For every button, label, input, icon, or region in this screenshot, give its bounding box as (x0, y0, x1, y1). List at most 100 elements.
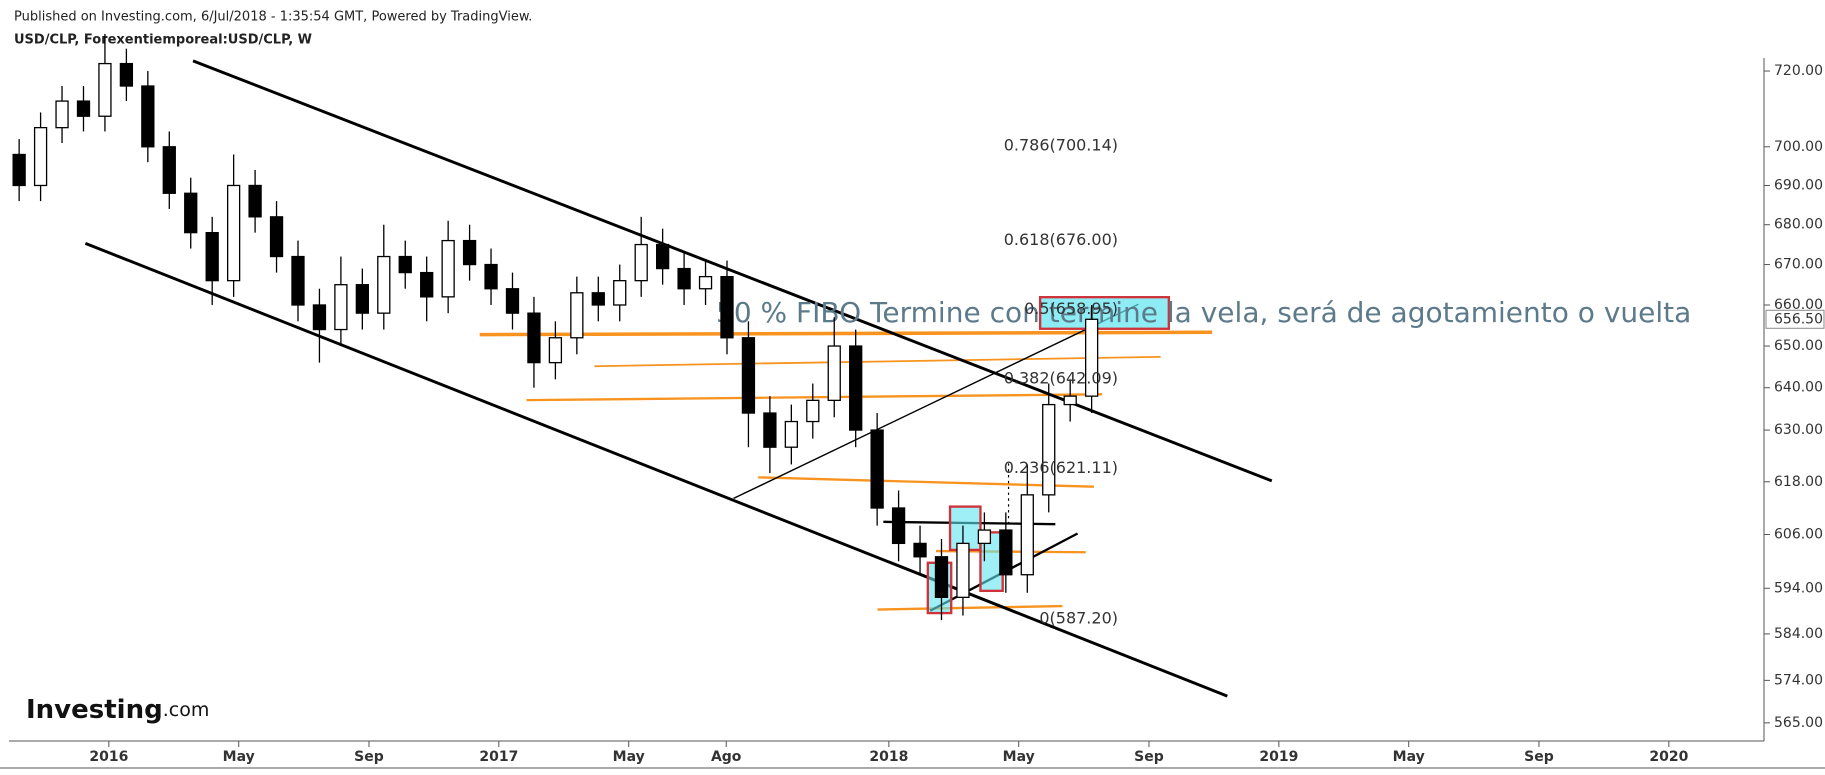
candle-body (334, 284, 348, 331)
candle-body (1063, 395, 1077, 406)
candle-body (205, 231, 219, 282)
annotation: 50 % FIBO Termine con termine la vela, s… (716, 296, 1691, 329)
candle-body (784, 420, 798, 448)
drawings (84, 59, 1273, 698)
candle-body (570, 292, 584, 339)
candle-body (1020, 494, 1034, 576)
last-price-label: 656.50 (1774, 311, 1823, 327)
level-line (877, 604, 1063, 611)
trend-line (84, 242, 1228, 698)
candle-body (377, 255, 391, 314)
fib-label: 0.382(642.09) (1004, 368, 1118, 387)
candle-body (1084, 318, 1099, 397)
candle-body (355, 284, 369, 314)
x-tick-label: May (613, 749, 645, 765)
level-line (526, 393, 1103, 402)
y-tick-label: 690.00 (1774, 177, 1823, 193)
candle-body (441, 239, 455, 298)
candle-body (934, 556, 949, 598)
candle-body (248, 184, 262, 218)
candle-body (484, 263, 498, 290)
candle-body (634, 243, 648, 282)
candle-body (613, 280, 627, 306)
y-tick-label: 630.00 (1774, 422, 1823, 438)
trend-line (733, 303, 1139, 500)
candle-body (55, 100, 69, 129)
logo-brand: Investing (26, 695, 163, 725)
candle-body (269, 216, 284, 258)
candle-body (763, 412, 777, 448)
level-line (758, 476, 1094, 488)
published-note: Published on Investing.com, 6/Jul/2018 -… (14, 10, 532, 25)
symbol-title: USD/CLP, Forexentiemporeal:USD/CLP, W (14, 33, 312, 48)
x-tick-label: 2018 (869, 749, 908, 765)
level-line (594, 355, 1161, 368)
candle-body (720, 275, 734, 339)
x-tick-label: 2019 (1259, 749, 1298, 765)
candle-body (977, 529, 992, 545)
y-tick-label: 720.00 (1774, 63, 1823, 79)
y-tick-label: 660.00 (1774, 297, 1823, 313)
candle-body (312, 304, 327, 331)
candle-body (505, 288, 520, 314)
candle-body (162, 146, 176, 194)
x-tick-label: May (223, 749, 255, 765)
candle-body (698, 275, 713, 290)
candle-body (913, 542, 927, 558)
candle-body (98, 62, 112, 117)
y-tick-label: 650.00 (1774, 338, 1823, 354)
y-tick-label: 640.00 (1774, 380, 1823, 396)
x-tick-label: 2017 (479, 749, 518, 765)
candle-body (655, 243, 670, 270)
candle-body (849, 345, 863, 431)
candle-body (999, 529, 1013, 576)
candle-body (12, 153, 26, 187)
candle-body (141, 85, 155, 148)
x-tick-label: 2020 (1649, 749, 1688, 765)
x-tick-label: May (1393, 749, 1425, 765)
candle-body (870, 429, 884, 509)
logo-suffix: .com (163, 699, 210, 721)
x-tick-label: Ago (711, 749, 742, 765)
candle-body (1042, 403, 1056, 496)
logo: Investing.com (26, 695, 209, 725)
candle-body (119, 62, 134, 87)
y-tick-label: 565.00 (1774, 715, 1823, 731)
candle-body (956, 542, 970, 598)
candle-body (33, 126, 48, 187)
candle-body (226, 184, 241, 282)
fib-label: 0.786(700.14) (1004, 136, 1118, 155)
y-tick-label: 618.00 (1774, 474, 1823, 490)
fib-label: 0.5(658.95) (1024, 299, 1118, 318)
fib-label: 0.236(621.11) (1004, 458, 1118, 477)
candle-body (891, 507, 906, 545)
last-price-tag (1765, 309, 1825, 329)
y-tick-label: 574.00 (1774, 672, 1823, 688)
y-tick-label: 670.00 (1774, 257, 1823, 273)
candle-body (184, 192, 198, 234)
candle-body (76, 100, 91, 117)
candle-body (462, 239, 477, 266)
y-tick-label: 680.00 (1774, 217, 1823, 233)
y-tick-label: 606.00 (1774, 526, 1823, 542)
candle-body (420, 271, 434, 298)
candle-body (527, 312, 541, 364)
trend-line (192, 59, 1273, 483)
fib-label: 0.618(676.00) (1004, 230, 1118, 249)
level-line (479, 330, 1213, 337)
candle-body (827, 345, 841, 402)
x-tick-label: May (1003, 749, 1035, 765)
candle-body (291, 255, 305, 306)
candle-body (591, 292, 605, 306)
y-tick-label: 584.00 (1774, 626, 1823, 642)
candle-body (677, 267, 691, 290)
x-tick-label: Sep (1524, 749, 1554, 765)
x-tick-label: Sep (354, 749, 384, 765)
highlight-box (1038, 296, 1171, 330)
fib-label: 0(587.20) (1039, 609, 1118, 628)
candle-body (398, 255, 412, 274)
candle-body (548, 337, 563, 364)
candle-body (806, 399, 820, 423)
x-tick-label: Sep (1134, 749, 1164, 765)
x-tick-label: 2016 (89, 749, 128, 765)
